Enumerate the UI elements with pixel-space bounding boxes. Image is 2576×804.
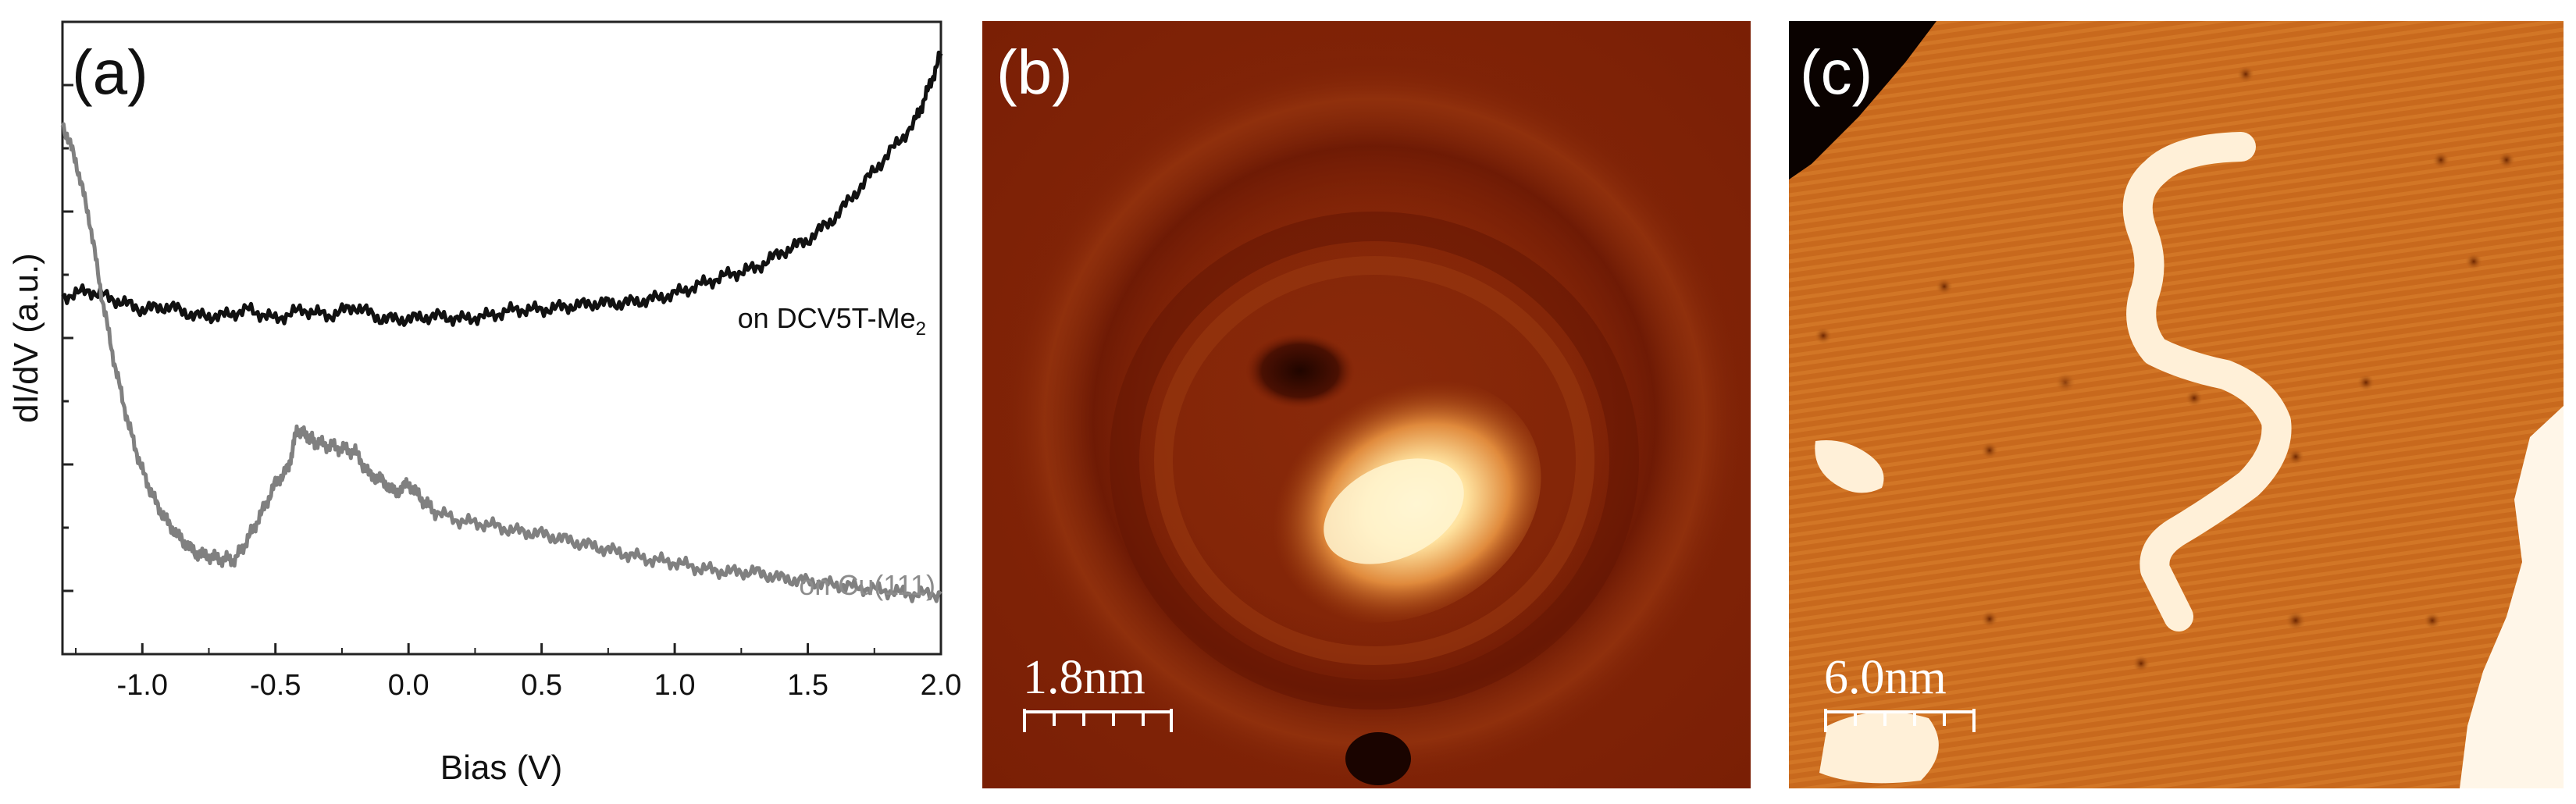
annotation-dcv5t: on DCV5T-Me2 <box>738 302 926 340</box>
x-axis-ticks: -1.0 -0.5 0.0 0.5 1.0 1.5 2.0 <box>75 643 962 702</box>
surface-pit <box>2237 66 2254 83</box>
interference-ring <box>1110 212 1639 710</box>
surface-pit <box>2357 374 2375 391</box>
molecule-bright-core <box>1324 458 1464 564</box>
spectra-panel: -1.0 -0.5 0.0 0.5 1.0 1.5 2.0 (a) on DCV5T-Me2… <box>7 20 962 787</box>
surface-pit <box>1981 442 1998 459</box>
surface-pit <box>2498 151 2515 169</box>
dark-depression <box>1245 333 1355 408</box>
panel-b-label: (b) <box>996 37 1073 107</box>
surface-pit <box>2465 253 2482 270</box>
adsorbate-dark-spot <box>1345 732 1411 785</box>
surface-pit <box>2055 372 2075 393</box>
substrate-edge-dark <box>1789 21 1936 180</box>
surface-pit <box>2186 390 2203 407</box>
surface-pit <box>2286 610 2306 631</box>
substrate-edge-bright <box>2460 406 2564 788</box>
y-axis-ticks <box>62 84 73 592</box>
series-line-cu111 <box>60 122 942 603</box>
surface-pit <box>2287 448 2304 465</box>
scalebar-b: 1.8nm <box>1023 651 1173 732</box>
x-tick-label: 1.5 <box>787 669 828 702</box>
panel-a-label: (a) <box>72 37 148 107</box>
scalebar-b-label: 1.8nm <box>1023 651 1145 704</box>
interference-ring-bright <box>1154 256 1594 665</box>
x-tick-label: 2.0 <box>921 669 962 702</box>
surface-pit <box>2424 612 2441 629</box>
x-tick-label: -1.0 <box>117 669 168 702</box>
x-tick-label: -0.5 <box>250 669 301 702</box>
y-axis-label: dI/dV (a.u.) <box>7 253 45 423</box>
molecular-chain <box>2122 132 2292 631</box>
scalebar-c: 6.0nm <box>1824 651 1976 732</box>
molecular-cluster-bottom <box>1819 712 1939 784</box>
surface-pit <box>2432 151 2450 169</box>
series-line-dcv5t-me2 <box>61 50 943 327</box>
surface-pit <box>1981 610 1998 628</box>
annotation-cu111: on Cu(111) <box>799 569 935 601</box>
molecular-cluster-left <box>1815 440 1884 493</box>
series-layer <box>60 50 943 603</box>
x-axis-label: Bias (V) <box>440 749 562 787</box>
x-tick-label: 1.0 <box>654 669 696 702</box>
panel-c-label: (c) <box>1800 37 1872 107</box>
x-tick-label: 0.5 <box>521 669 562 702</box>
x-tick-label: 0.0 <box>388 669 429 702</box>
surface-pit <box>1936 278 1953 295</box>
scalebar-c-label: 6.0nm <box>1824 651 1947 704</box>
stm-image-b: (b) 1.8nm <box>982 21 1751 788</box>
surface-pit <box>2132 655 2150 672</box>
plot-frame <box>61 20 942 656</box>
surface-pit <box>1815 327 1832 344</box>
stm-image-c: (c) 6.0nm <box>1789 21 2564 788</box>
